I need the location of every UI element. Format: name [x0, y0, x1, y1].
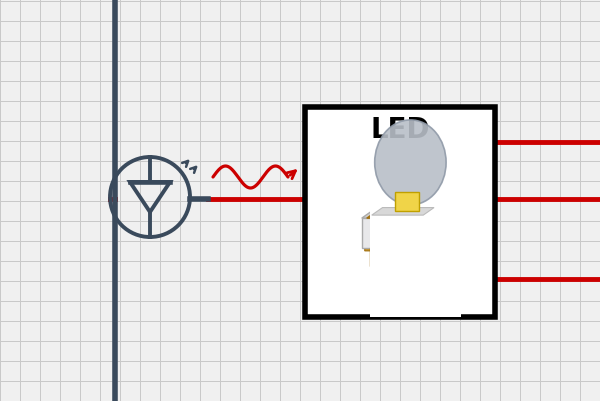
Polygon shape [410, 248, 433, 260]
Polygon shape [436, 206, 454, 243]
Text: LED: LED [370, 116, 430, 144]
Polygon shape [372, 208, 434, 216]
Polygon shape [438, 206, 456, 248]
Bar [395, 193, 419, 212]
Bar [370, 163, 461, 317]
Polygon shape [370, 248, 394, 266]
Polygon shape [372, 208, 434, 216]
Bar [305, 108, 495, 317]
Polygon shape [367, 206, 454, 219]
Polygon shape [365, 242, 447, 251]
Polygon shape [362, 219, 438, 248]
Ellipse shape [375, 121, 446, 205]
Bar [395, 193, 419, 212]
Polygon shape [362, 206, 456, 219]
